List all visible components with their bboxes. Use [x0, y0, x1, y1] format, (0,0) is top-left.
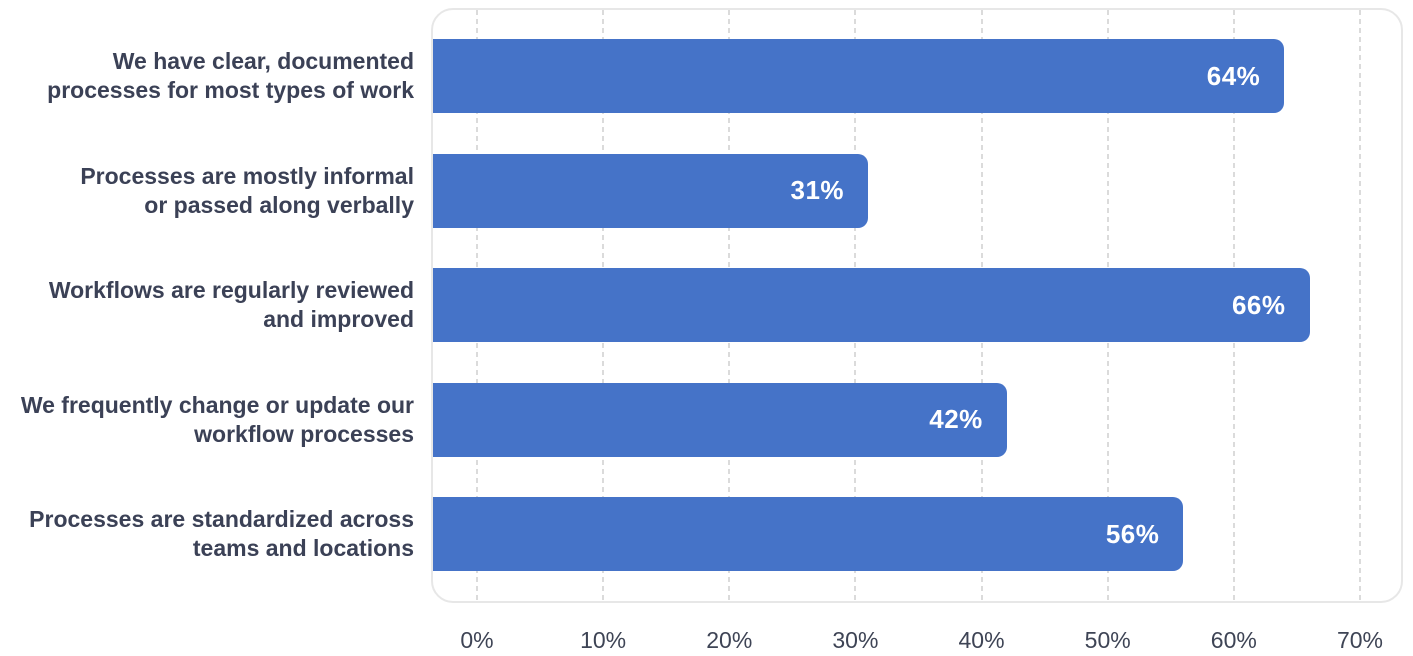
- x-tick-label: 0%: [460, 627, 494, 653]
- plot-area: 64% 31% 66% 42% 56%: [431, 8, 1403, 603]
- x-tick-label: 20%: [706, 627, 753, 653]
- x-tick-label: 50%: [1084, 627, 1131, 653]
- bar-value-label: 64%: [1206, 60, 1261, 91]
- x-tick-label: 30%: [832, 627, 879, 653]
- bar: 31%: [433, 153, 869, 228]
- category-labels: We have clear, documented processes for …: [0, 0, 414, 656]
- bar-value-label: 31%: [790, 175, 845, 205]
- x-tick-label: 40%: [958, 627, 1005, 653]
- category-label: Processes are standardized across teams …: [29, 506, 414, 561]
- category-label: We frequently change or update our workf…: [20, 391, 414, 447]
- x-tick-label: 70%: [1336, 627, 1383, 653]
- category-label: Processes are mostly informal or passed …: [80, 162, 414, 218]
- bar-value-label: 42%: [929, 404, 983, 434]
- bar: 42%: [433, 382, 1007, 457]
- bar: 66%: [433, 268, 1310, 342]
- bar-value-label: 66%: [1231, 289, 1286, 320]
- x-tick-label: 10%: [580, 627, 627, 653]
- category-label: Workflows are regularly reviewed and imp…: [48, 277, 414, 332]
- gridline: [1358, 10, 1361, 601]
- bar: 56%: [433, 497, 1184, 571]
- x-tick-label: 60%: [1210, 627, 1257, 653]
- bar-value-label: 56%: [1105, 518, 1160, 549]
- category-label: We have clear, documented processes for …: [47, 48, 414, 103]
- bar: 64%: [433, 39, 1285, 113]
